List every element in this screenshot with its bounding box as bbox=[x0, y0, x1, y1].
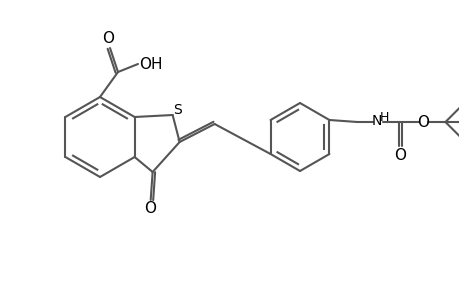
Text: S: S bbox=[173, 103, 182, 117]
Text: O: O bbox=[102, 31, 114, 46]
Text: O: O bbox=[416, 115, 429, 130]
Text: O: O bbox=[393, 148, 406, 163]
Text: O: O bbox=[144, 201, 156, 216]
Text: OH: OH bbox=[139, 56, 162, 71]
Text: H: H bbox=[379, 110, 388, 124]
Text: N: N bbox=[370, 114, 381, 128]
